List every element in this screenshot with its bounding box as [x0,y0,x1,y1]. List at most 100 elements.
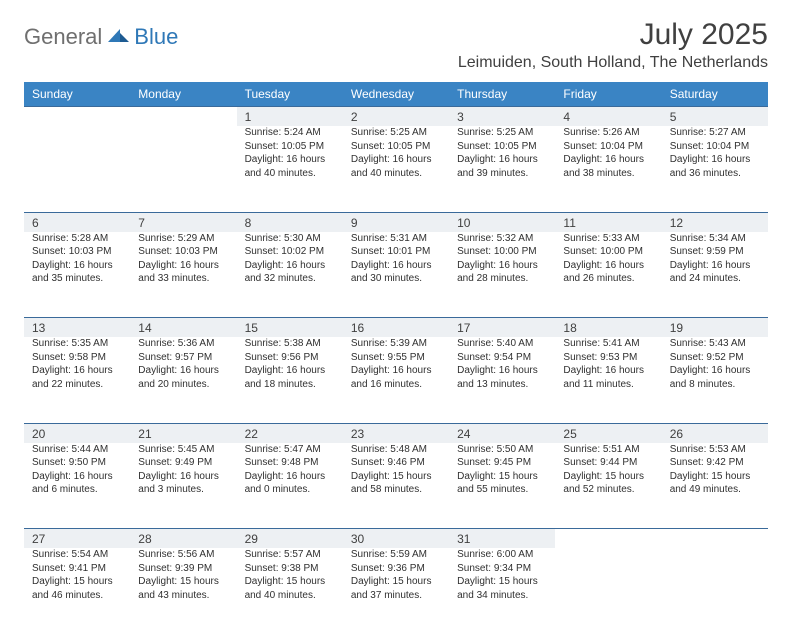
title-block: July 2025 Leimuiden, South Holland, The … [458,18,768,72]
empty-cell [130,107,236,127]
daylight-line: Daylight: 16 hours and 38 minutes. [563,153,653,180]
weekday-header: Wednesday [343,82,449,107]
sunrise-line: Sunrise: 5:39 AM [351,337,441,351]
weekday-header: Tuesday [237,82,343,107]
day-number: 17 [449,318,555,338]
day-cell: Sunrise: 5:25 AMSunset: 10:05 PMDaylight… [449,126,555,212]
sunset-line: Sunset: 9:41 PM [32,562,122,576]
day-cell: Sunrise: 5:43 AMSunset: 9:52 PMDaylight:… [662,337,768,423]
sunset-line: Sunset: 9:49 PM [138,456,228,470]
daylight-line: Daylight: 16 hours and 33 minutes. [138,259,228,286]
sunrise-line: Sunrise: 5:25 AM [457,126,547,140]
day-cell: Sunrise: 5:53 AMSunset: 9:42 PMDaylight:… [662,443,768,529]
day-number: 10 [449,212,555,232]
daylight-line: Daylight: 15 hours and 40 minutes. [245,575,335,602]
day-cell: Sunrise: 5:31 AMSunset: 10:01 PMDaylight… [343,232,449,318]
empty-cell [662,529,768,549]
daylight-line: Daylight: 16 hours and 40 minutes. [245,153,335,180]
sunrise-line: Sunrise: 5:31 AM [351,232,441,246]
sunset-line: Sunset: 9:52 PM [670,351,760,365]
daylight-line: Daylight: 15 hours and 43 minutes. [138,575,228,602]
day-number: 8 [237,212,343,232]
day-number: 14 [130,318,236,338]
weekday-header: Monday [130,82,236,107]
sunset-line: Sunset: 9:45 PM [457,456,547,470]
daynum-row: 20212223242526 [24,423,768,443]
week-row: Sunrise: 5:35 AMSunset: 9:58 PMDaylight:… [24,337,768,423]
weekday-header-row: SundayMondayTuesdayWednesdayThursdayFrid… [24,82,768,107]
sunrise-line: Sunrise: 5:34 AM [670,232,760,246]
daylight-line: Daylight: 15 hours and 58 minutes. [351,470,441,497]
daylight-line: Daylight: 16 hours and 6 minutes. [32,470,122,497]
daynum-row: 13141516171819 [24,318,768,338]
sunrise-line: Sunrise: 5:32 AM [457,232,547,246]
day-number: 28 [130,529,236,549]
header: General Blue July 2025 Leimuiden, South … [24,18,768,72]
sunrise-line: Sunrise: 5:48 AM [351,443,441,457]
day-number: 15 [237,318,343,338]
sunset-line: Sunset: 9:39 PM [138,562,228,576]
sunrise-line: Sunrise: 5:45 AM [138,443,228,457]
empty-cell [555,529,661,549]
daylight-line: Daylight: 15 hours and 34 minutes. [457,575,547,602]
day-cell: Sunrise: 5:29 AMSunset: 10:03 PMDaylight… [130,232,236,318]
empty-cell [662,548,768,634]
day-number: 23 [343,423,449,443]
daylight-line: Daylight: 15 hours and 49 minutes. [670,470,760,497]
day-number: 20 [24,423,130,443]
sunrise-line: Sunrise: 5:26 AM [563,126,653,140]
day-cell: Sunrise: 5:33 AMSunset: 10:00 PMDaylight… [555,232,661,318]
sunset-line: Sunset: 9:59 PM [670,245,760,259]
day-number: 26 [662,423,768,443]
brand-part1: General [24,24,102,50]
day-cell: Sunrise: 5:45 AMSunset: 9:49 PMDaylight:… [130,443,236,529]
sunrise-line: Sunrise: 5:28 AM [32,232,122,246]
sunset-line: Sunset: 10:03 PM [138,245,228,259]
brand-part2: Blue [134,24,178,50]
day-cell: Sunrise: 5:59 AMSunset: 9:36 PMDaylight:… [343,548,449,634]
sunrise-line: Sunrise: 5:51 AM [563,443,653,457]
day-number: 2 [343,107,449,127]
day-cell: Sunrise: 6:00 AMSunset: 9:34 PMDaylight:… [449,548,555,634]
day-cell: Sunrise: 5:51 AMSunset: 9:44 PMDaylight:… [555,443,661,529]
day-cell: Sunrise: 5:41 AMSunset: 9:53 PMDaylight:… [555,337,661,423]
daylight-line: Daylight: 16 hours and 26 minutes. [563,259,653,286]
daylight-line: Daylight: 16 hours and 32 minutes. [245,259,335,286]
sunset-line: Sunset: 9:42 PM [670,456,760,470]
sunrise-line: Sunrise: 5:27 AM [670,126,760,140]
sunset-line: Sunset: 10:05 PM [245,140,335,154]
day-number: 6 [24,212,130,232]
sunrise-line: Sunrise: 5:30 AM [245,232,335,246]
daylight-line: Daylight: 16 hours and 24 minutes. [670,259,760,286]
sunrise-line: Sunrise: 5:57 AM [245,548,335,562]
empty-cell [130,126,236,212]
daylight-line: Daylight: 15 hours and 37 minutes. [351,575,441,602]
brand-logo: General Blue [24,18,178,50]
location-subtitle: Leimuiden, South Holland, The Netherland… [458,54,768,72]
brand-mark-icon [108,27,130,48]
week-row: Sunrise: 5:44 AMSunset: 9:50 PMDaylight:… [24,443,768,529]
daylight-line: Daylight: 16 hours and 30 minutes. [351,259,441,286]
day-cell: Sunrise: 5:40 AMSunset: 9:54 PMDaylight:… [449,337,555,423]
day-number: 12 [662,212,768,232]
day-number: 3 [449,107,555,127]
sunrise-line: Sunrise: 5:47 AM [245,443,335,457]
sunset-line: Sunset: 10:05 PM [457,140,547,154]
sunrise-line: Sunrise: 5:29 AM [138,232,228,246]
day-cell: Sunrise: 5:48 AMSunset: 9:46 PMDaylight:… [343,443,449,529]
sunset-line: Sunset: 10:03 PM [32,245,122,259]
sunset-line: Sunset: 9:46 PM [351,456,441,470]
sunset-line: Sunset: 10:05 PM [351,140,441,154]
weekday-header: Saturday [662,82,768,107]
day-number: 5 [662,107,768,127]
daylight-line: Daylight: 16 hours and 13 minutes. [457,364,547,391]
day-cell: Sunrise: 5:56 AMSunset: 9:39 PMDaylight:… [130,548,236,634]
day-cell: Sunrise: 5:26 AMSunset: 10:04 PMDaylight… [555,126,661,212]
sunrise-line: Sunrise: 5:41 AM [563,337,653,351]
day-number: 30 [343,529,449,549]
daylight-line: Daylight: 16 hours and 18 minutes. [245,364,335,391]
day-cell: Sunrise: 5:34 AMSunset: 9:59 PMDaylight:… [662,232,768,318]
day-number: 11 [555,212,661,232]
daylight-line: Daylight: 16 hours and 28 minutes. [457,259,547,286]
empty-cell [555,548,661,634]
